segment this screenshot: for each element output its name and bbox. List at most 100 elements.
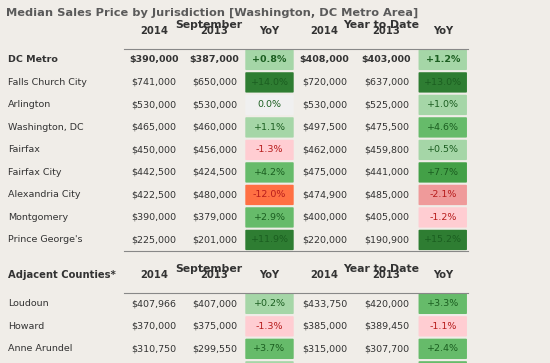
Text: $310,750: $310,750 bbox=[131, 344, 177, 353]
Text: $407,966: $407,966 bbox=[131, 299, 177, 308]
Text: $530,000: $530,000 bbox=[302, 101, 347, 109]
Text: YoY: YoY bbox=[433, 270, 453, 280]
Text: $485,000: $485,000 bbox=[364, 191, 409, 199]
Text: +3.7%: +3.7% bbox=[254, 344, 285, 353]
Text: +1.1%: +1.1% bbox=[254, 123, 285, 132]
Text: $741,000: $741,000 bbox=[131, 78, 177, 87]
Text: $225,000: $225,000 bbox=[131, 236, 177, 244]
Text: +13.0%: +13.0% bbox=[424, 78, 462, 87]
Text: -1.3%: -1.3% bbox=[256, 146, 283, 154]
Text: Anne Arundel: Anne Arundel bbox=[8, 344, 73, 353]
Text: $307,700: $307,700 bbox=[364, 344, 409, 353]
Text: -2.1%: -2.1% bbox=[429, 191, 456, 199]
Text: $407,000: $407,000 bbox=[192, 299, 237, 308]
Text: $375,000: $375,000 bbox=[192, 322, 237, 331]
Text: $422,500: $422,500 bbox=[131, 191, 177, 199]
Text: Alexandria City: Alexandria City bbox=[8, 191, 81, 199]
Text: $315,000: $315,000 bbox=[302, 344, 347, 353]
Text: $530,000: $530,000 bbox=[131, 101, 177, 109]
Text: Howard: Howard bbox=[8, 322, 45, 331]
Text: DC Metro: DC Metro bbox=[8, 56, 58, 64]
Text: +11.9%: +11.9% bbox=[250, 236, 289, 244]
Text: $424,500: $424,500 bbox=[192, 168, 237, 177]
Text: 0.0%: 0.0% bbox=[257, 101, 282, 109]
Text: Falls Church City: Falls Church City bbox=[8, 78, 87, 87]
Text: -1.1%: -1.1% bbox=[429, 322, 456, 331]
Text: $408,000: $408,000 bbox=[300, 56, 349, 64]
Text: Washington, DC: Washington, DC bbox=[8, 123, 84, 132]
Text: September: September bbox=[175, 264, 243, 274]
Text: $370,000: $370,000 bbox=[131, 322, 177, 331]
Text: September: September bbox=[175, 20, 243, 30]
Text: +15.2%: +15.2% bbox=[424, 236, 462, 244]
Text: 2014: 2014 bbox=[311, 270, 338, 280]
Text: +2.4%: +2.4% bbox=[427, 344, 459, 353]
Text: $190,900: $190,900 bbox=[364, 236, 409, 244]
Text: +1.0%: +1.0% bbox=[427, 101, 459, 109]
Text: +4.2%: +4.2% bbox=[254, 168, 285, 177]
Text: Prince George's: Prince George's bbox=[8, 236, 82, 244]
Text: 2014: 2014 bbox=[140, 26, 168, 36]
Text: $460,000: $460,000 bbox=[192, 123, 237, 132]
Text: $385,000: $385,000 bbox=[302, 322, 347, 331]
Text: Montgomery: Montgomery bbox=[8, 213, 68, 222]
Text: $720,000: $720,000 bbox=[302, 78, 347, 87]
Text: $525,000: $525,000 bbox=[364, 101, 409, 109]
Text: $497,500: $497,500 bbox=[302, 123, 347, 132]
Text: +3.3%: +3.3% bbox=[427, 299, 459, 308]
Text: $650,000: $650,000 bbox=[192, 78, 237, 87]
Text: Median Sales Price by Jurisdiction [Washington, DC Metro Area]: Median Sales Price by Jurisdiction [Wash… bbox=[6, 8, 418, 18]
Text: $450,000: $450,000 bbox=[131, 146, 177, 154]
Text: $459,800: $459,800 bbox=[364, 146, 409, 154]
Text: Fairfax: Fairfax bbox=[8, 146, 40, 154]
Text: $420,000: $420,000 bbox=[364, 299, 409, 308]
Text: $405,000: $405,000 bbox=[364, 213, 409, 222]
Text: $299,550: $299,550 bbox=[192, 344, 237, 353]
Text: $456,000: $456,000 bbox=[192, 146, 237, 154]
Text: +7.7%: +7.7% bbox=[427, 168, 459, 177]
Text: 2013: 2013 bbox=[201, 26, 228, 36]
Text: -1.2%: -1.2% bbox=[429, 213, 456, 222]
Text: $530,000: $530,000 bbox=[192, 101, 237, 109]
Text: +0.5%: +0.5% bbox=[427, 146, 459, 154]
Text: $637,000: $637,000 bbox=[364, 78, 409, 87]
Text: $387,000: $387,000 bbox=[190, 56, 239, 64]
Text: +14.0%: +14.0% bbox=[250, 78, 289, 87]
Text: +0.2%: +0.2% bbox=[254, 299, 285, 308]
Text: Loudoun: Loudoun bbox=[8, 299, 49, 308]
Text: $480,000: $480,000 bbox=[192, 191, 237, 199]
Text: $474,900: $474,900 bbox=[302, 191, 347, 199]
Text: YoY: YoY bbox=[433, 26, 453, 36]
Text: YoY: YoY bbox=[260, 270, 279, 280]
Text: +1.2%: +1.2% bbox=[426, 56, 460, 64]
Text: Year to Date: Year to Date bbox=[343, 264, 419, 274]
Text: $475,000: $475,000 bbox=[302, 168, 347, 177]
Text: $433,750: $433,750 bbox=[302, 299, 347, 308]
Text: 2014: 2014 bbox=[311, 26, 338, 36]
Text: $400,000: $400,000 bbox=[302, 213, 347, 222]
Text: $390,000: $390,000 bbox=[131, 213, 177, 222]
Text: Year to Date: Year to Date bbox=[343, 20, 419, 30]
Text: +2.9%: +2.9% bbox=[254, 213, 285, 222]
Text: Fairfax City: Fairfax City bbox=[8, 168, 62, 177]
Text: $201,000: $201,000 bbox=[192, 236, 237, 244]
Text: $220,000: $220,000 bbox=[302, 236, 347, 244]
Text: $465,000: $465,000 bbox=[131, 123, 177, 132]
Text: $379,000: $379,000 bbox=[192, 213, 237, 222]
Text: $442,500: $442,500 bbox=[131, 168, 177, 177]
Text: -12.0%: -12.0% bbox=[253, 191, 286, 199]
Text: Arlington: Arlington bbox=[8, 101, 52, 109]
Text: $403,000: $403,000 bbox=[362, 56, 411, 64]
Text: $390,000: $390,000 bbox=[129, 56, 179, 64]
Text: 2014: 2014 bbox=[140, 270, 168, 280]
Text: YoY: YoY bbox=[260, 26, 279, 36]
Text: -1.3%: -1.3% bbox=[256, 322, 283, 331]
Text: $462,000: $462,000 bbox=[302, 146, 347, 154]
Text: +0.8%: +0.8% bbox=[252, 56, 287, 64]
Text: $441,000: $441,000 bbox=[364, 168, 409, 177]
Text: Adjacent Counties*: Adjacent Counties* bbox=[8, 270, 116, 280]
Text: $389,450: $389,450 bbox=[364, 322, 409, 331]
Text: +4.6%: +4.6% bbox=[427, 123, 459, 132]
Text: 2013: 2013 bbox=[372, 26, 400, 36]
Text: 2013: 2013 bbox=[201, 270, 228, 280]
